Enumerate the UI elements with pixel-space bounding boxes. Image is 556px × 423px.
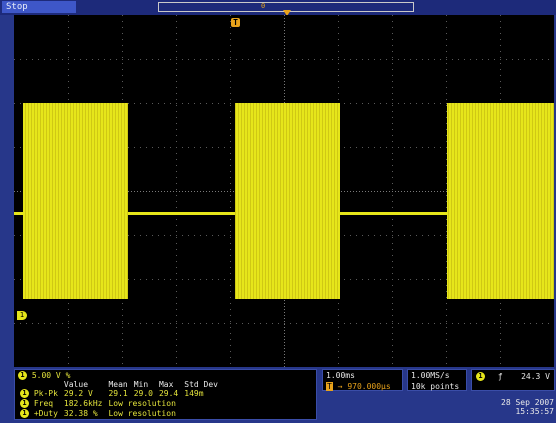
header-min: Min: [133, 380, 149, 389]
date-time-readout: 28 Sep 2007 15:35:57: [498, 398, 554, 416]
measurement-row-pkpk[interactable]: 1 Pk-Pk 29.2 V 29.1 29.0 29.4 149m: [17, 389, 221, 399]
channel-badge: 1: [20, 409, 29, 418]
vertical-scale-readout[interactable]: 1 5.00 V %: [18, 371, 70, 380]
trigger-time-marker[interactable]: T: [231, 18, 240, 27]
measurement-std: 149m: [184, 389, 204, 398]
record-position-marker: 0: [261, 2, 266, 10]
date: 28 Sep 2007: [501, 398, 554, 407]
header-mean: Mean: [108, 380, 128, 389]
header-max: Max: [158, 380, 174, 389]
header-value: Value: [63, 380, 89, 389]
graticule-and-trace: [14, 15, 554, 367]
measurement-table: Value Mean Min Max Std Dev 1 Pk-Pk 29.2 …: [17, 380, 221, 419]
sample-rate: 1.00MS/s: [411, 371, 450, 380]
channel-badge: 1: [18, 371, 27, 380]
waveform-screen[interactable]: T 1: [14, 15, 554, 367]
acquisition-readout[interactable]: 1.00MS/s 10k points: [407, 369, 467, 391]
delay-value: 970.000µs: [347, 382, 391, 391]
measurement-row-freq[interactable]: 1 Freq 182.6kHz Low resolution: [17, 399, 221, 409]
record-length: 10k points: [411, 382, 460, 391]
volts-per-div: 5.00 V: [31, 371, 61, 380]
trigger-level: 24.3 V: [521, 372, 550, 381]
measurement-mean: 29.1: [108, 389, 128, 398]
measurement-value: 29.2 V: [63, 389, 93, 398]
trigger-channel-badge: 1: [476, 372, 485, 381]
measurement-mean: Low resolution: [108, 409, 176, 418]
delay-icon: T: [326, 382, 333, 391]
trigger-readout[interactable]: 1 ƒ 24.3 V: [471, 369, 555, 391]
status-bar: Stop 0: [0, 0, 556, 16]
channel-badge: 1: [20, 399, 29, 408]
trigger-slope-icon: ƒ: [497, 372, 503, 381]
channel-1-ground-marker[interactable]: 1: [17, 311, 27, 320]
measurement-mean: Low resolution: [108, 399, 176, 408]
measurement-max: 29.4: [158, 389, 179, 398]
timebase-readout[interactable]: 1.00ms T → 970.000µs: [322, 369, 403, 391]
measurement-name: 1 +Duty: [17, 409, 61, 419]
measurement-value: 182.6kHz: [63, 399, 103, 408]
measurement-min: 29.0: [133, 389, 153, 398]
time: 15:35:57: [515, 407, 554, 416]
trace-burst: [447, 103, 554, 299]
trace-burst: [23, 103, 128, 299]
trace-burst: [235, 103, 340, 299]
measurement-header: Value Mean Min Max Std Dev: [17, 380, 221, 389]
measurement-readout: 1 5.00 V % Value Mean Min Max Std Dev 1 …: [14, 369, 317, 420]
trigger-position-icon: [283, 10, 291, 16]
header-std-dev: Std Dev: [184, 380, 218, 389]
measurement-value: 32.38 %: [63, 409, 98, 418]
header-blank: [17, 380, 61, 389]
channel-badge: 1: [20, 389, 29, 398]
coupling-symbol: %: [65, 371, 71, 380]
measurement-row-duty[interactable]: 1 +Duty 32.38 % Low resolution: [17, 409, 221, 419]
acquisition-status[interactable]: Stop: [2, 1, 76, 13]
trigger-delay: T → 970.000µs: [326, 382, 391, 391]
time-per-div: 1.00ms: [326, 371, 355, 380]
measurement-name: 1 Freq: [17, 399, 61, 409]
measurement-name: 1 Pk-Pk: [17, 389, 61, 399]
